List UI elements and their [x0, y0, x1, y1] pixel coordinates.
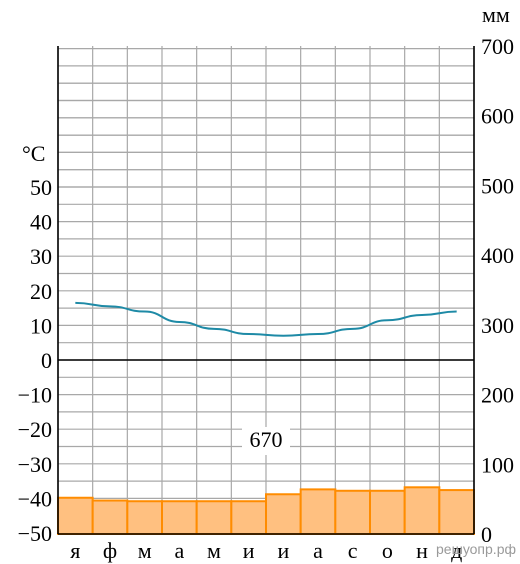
temperature-tick-label: −20 — [18, 417, 52, 442]
precipitation-bar — [230, 500, 267, 535]
precipitation-unit-label: мм — [482, 2, 510, 27]
temperature-tick-label: 40 — [30, 210, 52, 235]
precipitation-tick-labels: 700 600 500 400 300 200 100 0 — [481, 34, 514, 547]
precipitation-bar — [91, 499, 129, 535]
temperature-unit-label: °C — [22, 141, 45, 166]
temperature-line — [75, 301, 457, 337]
precipitation-bar — [126, 500, 164, 535]
month-label: д — [451, 538, 462, 563]
month-label: с — [348, 538, 358, 563]
month-label: м — [207, 538, 221, 563]
month-label: а — [313, 538, 323, 563]
temperature-tick-label: −30 — [18, 452, 52, 477]
grid — [57, 46, 475, 534]
temperature-tick-label: −50 — [18, 521, 52, 546]
total-precipitation-label: 670 — [250, 427, 283, 452]
precipitation-bar — [57, 496, 94, 535]
precipitation-tick-label: 200 — [481, 383, 514, 408]
precipitation-tick-label: 100 — [481, 452, 514, 477]
month-label: я — [70, 538, 80, 563]
temperature-tick-label: 20 — [30, 279, 52, 304]
precipitation-bar — [265, 493, 302, 535]
precipitation-tick-label: 600 — [481, 104, 514, 129]
month-label: и — [243, 538, 255, 563]
precipitation-bar — [334, 489, 372, 535]
watermark: решуопр.рф — [436, 541, 516, 557]
temperature-tick-label: 0 — [41, 348, 52, 373]
precipitation-tick-label: 0 — [481, 522, 492, 547]
month-label: м — [138, 538, 152, 563]
temperature-tick-labels: 50 40 30 20 10 0 −10 −20 −30 −40 −50 — [18, 175, 52, 546]
month-label: н — [416, 538, 428, 563]
temperature-tick-label: 30 — [30, 244, 52, 269]
precipitation-bar — [161, 500, 198, 535]
precipitation-tick-label: 500 — [481, 173, 514, 198]
axes — [57, 46, 475, 535]
precipitation-tick-label: 400 — [481, 243, 514, 268]
precipitation-tick-label: 300 — [481, 313, 514, 338]
temperature-tick-label: 50 — [30, 175, 52, 200]
precipitation-bar — [369, 489, 406, 535]
month-label: а — [174, 538, 184, 563]
month-label: о — [382, 538, 393, 563]
precipitation-bar — [195, 500, 233, 535]
temperature-tick-label: 10 — [30, 313, 52, 338]
precipitation-bar — [299, 488, 337, 535]
total-precipitation-box — [242, 427, 290, 455]
precipitation-bar — [403, 486, 441, 536]
precipitation-tick-label: 700 — [481, 34, 514, 59]
precipitation-bar — [438, 489, 476, 535]
temperature-tick-label: −10 — [18, 383, 52, 408]
precipitation-bars — [57, 486, 476, 536]
month-label: и — [277, 538, 289, 563]
temperature-tick-label: −40 — [18, 486, 52, 511]
month-label: ф — [103, 538, 117, 563]
